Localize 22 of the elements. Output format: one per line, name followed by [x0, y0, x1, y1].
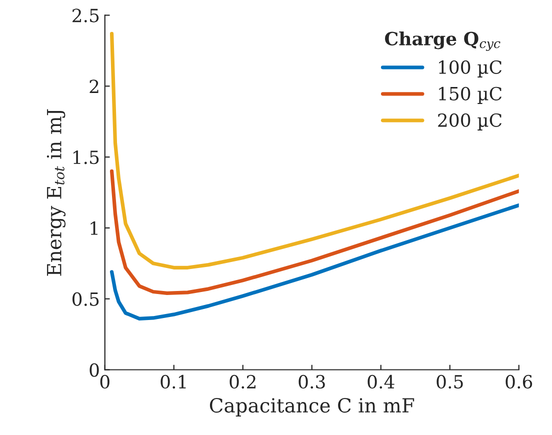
- x-tick-label: 0.1: [160, 374, 186, 389]
- y-tick-label: 1: [90, 221, 98, 235]
- y-tick-label: 1.5: [74, 150, 99, 164]
- line-series: [110, 203, 519, 321]
- y-tick-label: 0: [90, 363, 99, 377]
- legend-label: 200 µC: [438, 113, 502, 130]
- y-tick-label: 0.5: [72, 292, 99, 306]
- line-series: [110, 32, 519, 270]
- x-tick-label: 0.3: [298, 374, 325, 389]
- legend-label: 150 µC: [439, 86, 502, 104]
- x-tick-label: 0.5: [436, 374, 463, 389]
- line-series: [110, 169, 519, 295]
- y-axis-title: Energy E$_{tot}$ in mJ: [46, 109, 66, 276]
- x-tick-label: 0.2: [230, 374, 256, 389]
- x-tick-label: 0: [100, 374, 110, 389]
- x-tick-label: 0.4: [368, 374, 394, 389]
- x-tick-label: 0.6: [506, 374, 532, 389]
- y-tick-label: 2: [90, 80, 98, 93]
- legend-title: Charge Q$_{cyc}$: [385, 31, 500, 51]
- legend-label: 100 µC: [439, 60, 502, 78]
- y-tick-label: 2.5: [72, 8, 99, 22]
- x-axis-title: Capacitance C in mF: [210, 398, 414, 416]
